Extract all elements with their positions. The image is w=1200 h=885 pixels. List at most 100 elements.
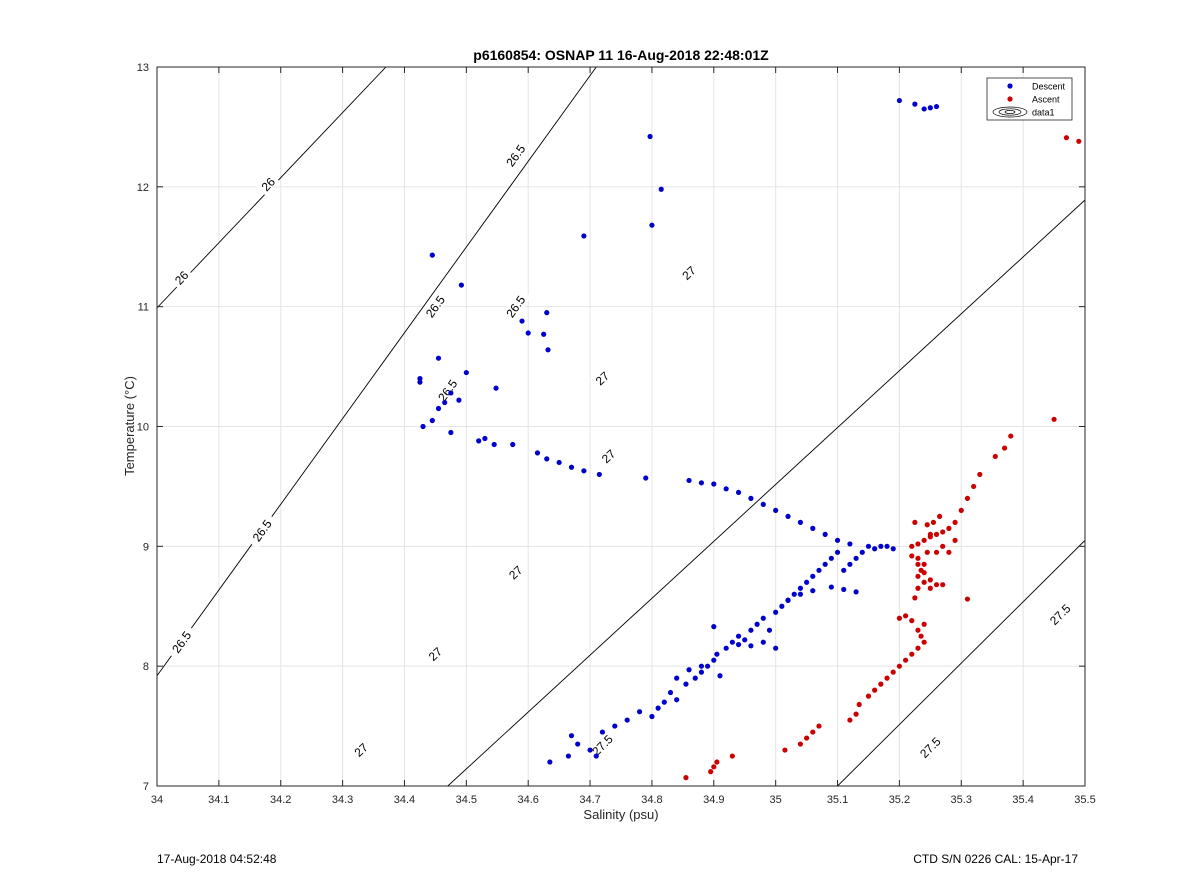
ascent-point [927, 585, 933, 591]
ascent-point [940, 582, 946, 588]
descent-point [711, 481, 717, 487]
ascent-point [912, 595, 918, 601]
contour-label-bg [1042, 596, 1078, 632]
descent-point [723, 645, 729, 651]
descent-point [890, 546, 896, 552]
ascent-point [915, 585, 921, 591]
ascent-point [927, 531, 933, 537]
ascent-point [921, 561, 927, 567]
descent-point [686, 667, 692, 673]
descent-point [711, 624, 717, 630]
legend-descent-label: Descent [1032, 82, 1066, 92]
ascent-point [992, 453, 998, 460]
ascent-point [902, 657, 909, 663]
ascent-point [1063, 135, 1070, 141]
descent-point [791, 591, 797, 597]
descent-point [544, 310, 550, 316]
descent-point [568, 464, 575, 470]
ascent-point [927, 577, 933, 583]
contour-label-bg [418, 288, 452, 325]
descent-point [717, 673, 723, 679]
contour-label-bg [348, 737, 374, 762]
descent-point [742, 637, 748, 643]
descent-point [649, 713, 655, 720]
descent-point [896, 97, 903, 104]
ascent-point [952, 537, 958, 543]
ascent-point [1051, 416, 1057, 422]
sigma-contour-27 [447, 199, 1085, 786]
descent-point [797, 585, 804, 591]
x-tick-label: 35.3 [951, 794, 972, 806]
descent-point [859, 549, 865, 555]
descent-point [735, 489, 742, 496]
descent-point [723, 486, 729, 492]
x-axis-ticks: 34 34.1 34.2 34.3 34.4 34.5 34.6 34.7 34.8 34.9 35… [151, 67, 1096, 806]
sigma-contour-27.5 [837, 540, 1085, 786]
descent-point [816, 567, 822, 573]
x-tick-label: 34.8 [641, 794, 662, 806]
descent-point [463, 369, 469, 376]
contour-label-bg [503, 560, 528, 585]
ascent-point [940, 543, 946, 549]
legend: Descent Ascent data1 [986, 77, 1073, 121]
ascent-point [847, 717, 853, 723]
ascent-point [952, 519, 958, 525]
descent-point [674, 697, 680, 703]
descent-point [698, 480, 705, 486]
descent-point [593, 753, 599, 759]
y-tick-label: 12 [137, 182, 149, 194]
ascent-point [896, 663, 903, 669]
ascent-point [1076, 138, 1082, 144]
descent-point [643, 475, 649, 481]
ascent-point [946, 525, 952, 531]
descent-point [547, 759, 553, 765]
descent-point [686, 477, 692, 484]
x-tick-label: 34.6 [517, 794, 538, 806]
descent-point [705, 663, 711, 669]
descent-point [482, 435, 488, 442]
descent-point [661, 699, 667, 705]
descent-point [834, 537, 841, 543]
descent-point [674, 675, 680, 681]
descent-point [545, 347, 551, 353]
ascent-point [816, 723, 822, 729]
contour-label-27: 27 [503, 560, 528, 585]
ascent-point [909, 651, 915, 657]
ascent-point [915, 561, 921, 567]
descent-point [587, 747, 593, 753]
x-tick-label: 34.5 [456, 794, 477, 806]
ascent-point [810, 729, 816, 735]
sigma-contour-26.5 [157, 67, 597, 677]
contour-label-bg [584, 727, 620, 763]
y-tick-label: 13 [137, 62, 149, 74]
descent-point [797, 591, 804, 597]
descent-point [417, 379, 423, 385]
contour-label-bg [245, 512, 278, 549]
ascent-point [977, 471, 983, 478]
x-tick-label: 34 [151, 794, 163, 806]
descent-point [581, 233, 587, 239]
descent-point [655, 705, 661, 711]
descent-point [683, 681, 689, 687]
ascent-point [915, 555, 921, 561]
descent-point [448, 429, 454, 436]
descent-point [448, 390, 454, 396]
descent-point [541, 331, 547, 337]
descent-point [828, 584, 834, 590]
y-tick-label: 7 [143, 781, 149, 793]
descent-point [575, 741, 581, 747]
ascent-point [915, 627, 921, 633]
ascent-point [937, 513, 943, 519]
x-tick-label: 34.1 [208, 794, 229, 806]
y-tick-label: 8 [143, 661, 149, 673]
ascent-point [921, 579, 927, 585]
contour-label-bg [169, 265, 194, 290]
contour-label-bg [165, 623, 198, 661]
descent-point [636, 709, 643, 715]
descent-point [556, 459, 562, 466]
ascent-point [872, 687, 878, 693]
data-points [417, 97, 1082, 781]
ascent-point [946, 549, 952, 555]
descent-point [754, 621, 760, 627]
descent-point [779, 603, 785, 609]
